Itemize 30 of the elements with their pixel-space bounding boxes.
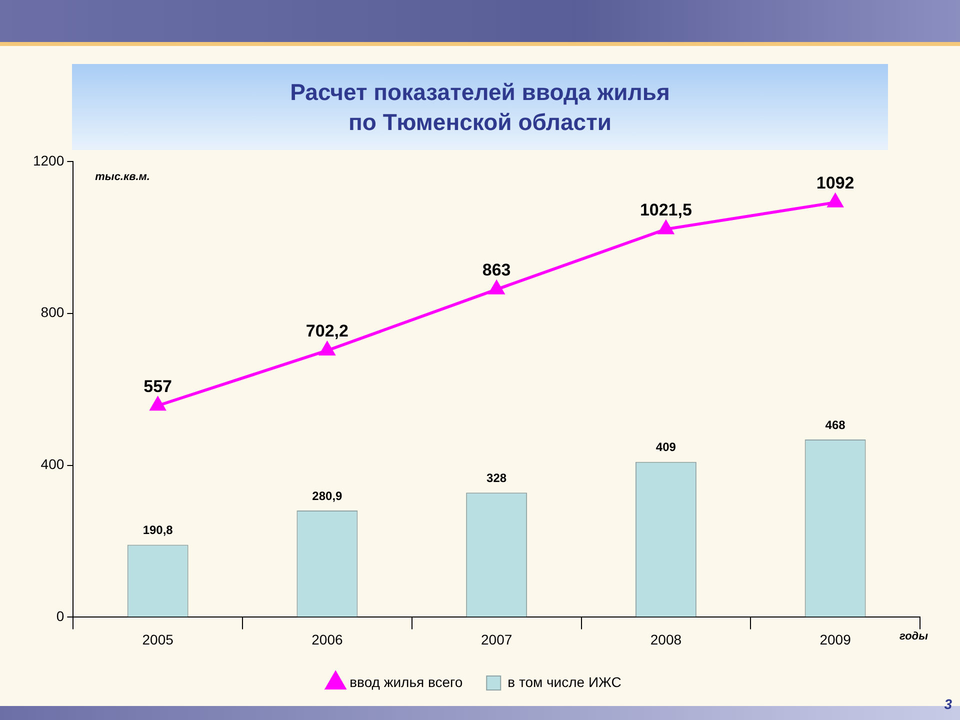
- point: [489, 280, 504, 294]
- y-axis-title: тыс.кв.м.: [95, 170, 150, 183]
- text: 3: [944, 696, 952, 712]
- y-tick-label: 0: [56, 608, 64, 624]
- data-label: 328: [486, 470, 507, 485]
- chart-title: Расчет показателей ввода жилья по Тюменской области: [72, 64, 888, 150]
- y-tick-label: 400: [40, 456, 64, 472]
- data-label: 280,9: [312, 488, 343, 503]
- x-axis-title: годы: [899, 630, 929, 643]
- data-label: 863: [482, 260, 511, 280]
- data-label: 702,2: [306, 322, 348, 341]
- x-tick-label: 2008: [650, 631, 682, 648]
- x-tick-label: 2009: [820, 631, 852, 648]
- data-label: 409: [656, 440, 676, 454]
- x-tick-label: 2007: [480, 631, 512, 648]
- data-label: 557: [144, 376, 172, 396]
- data-label: 1092: [816, 174, 854, 193]
- point: [320, 342, 335, 356]
- data-label: 1021,5: [640, 200, 692, 220]
- point: [828, 194, 843, 208]
- point: [658, 220, 674, 234]
- y-tick-label: 1200: [32, 152, 64, 168]
- legend-label: в том числе ИЖС: [508, 674, 622, 690]
- data-label: 468: [825, 418, 846, 432]
- legend-label: ввод жилья всего: [350, 674, 463, 690]
- y-tick-label: 800: [40, 304, 64, 320]
- x-tick-label: 2005: [142, 631, 174, 648]
- x-tick-label: 2006: [312, 631, 343, 648]
- data-label: 190,8: [142, 523, 174, 538]
- point: [150, 397, 166, 411]
